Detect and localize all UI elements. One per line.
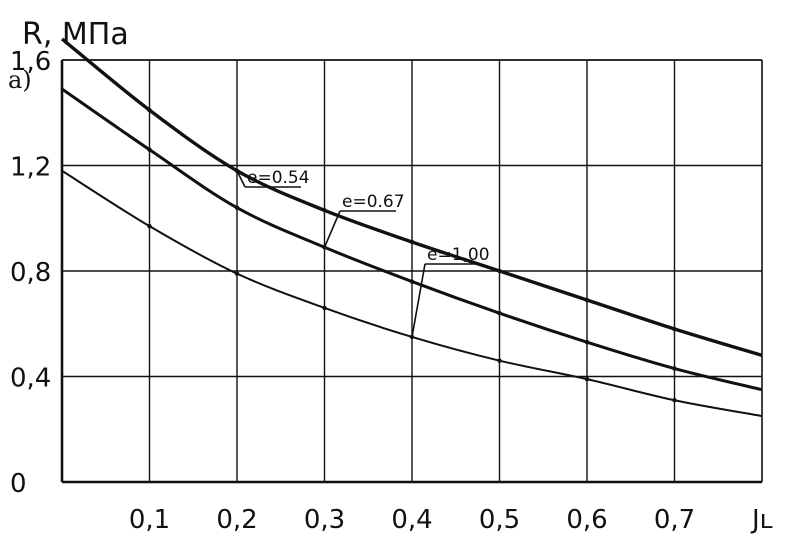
y-tick-label: 0,8 [10,258,51,288]
series-point [497,311,502,316]
callouts: e=0.54 e=0.67 e=1,00 [236,168,490,338]
x-tick-label: 0,3 [304,505,345,535]
series-point [672,366,677,371]
x-tick-label: 0,1 [129,505,170,535]
x-tick-label: 0,4 [391,505,432,535]
y-tick-label: 1,2 [10,153,51,183]
curve-label: e=0.54 [247,168,310,188]
series-point [147,147,152,152]
series-point [584,340,590,345]
series-point [672,398,677,403]
curve-label-leader [411,263,426,338]
x-tick-label: 0,7 [654,505,695,535]
y-tick-label: 0,4 [10,364,51,394]
y-tick-label: 0 [10,469,27,499]
series-point [672,326,677,332]
x-tick-label: 0,5 [479,505,520,535]
series-point [234,271,240,276]
panel-label: a) [8,66,32,94]
series-point [322,305,327,311]
series-point [409,239,415,245]
tick-labels: 0,1 0,2 0,3 0,4 0,5 0,6 0,7 0 0,4 0,8 1,2 1,6 [10,47,695,535]
grid [60,59,763,484]
series-point [584,297,590,303]
series-point [497,358,502,363]
curve-label: e=0.67 [342,192,405,212]
curve-label-leader [236,170,246,188]
y-axis-label: R, МПа [22,17,129,52]
series-point [234,205,240,210]
series-point [147,107,152,113]
x-tick-label: 0,2 [216,505,257,535]
series-point [322,208,327,213]
curve-label: e=1,00 [427,245,490,265]
x-tick-label: 0,6 [566,505,607,535]
x-axis-label: Jʟ [750,505,773,535]
series-point [584,376,590,382]
y-tick-label: 1,6 [10,47,51,77]
series-point [147,223,152,229]
series-point [409,279,415,284]
series-point [497,268,502,274]
curve-label-leader [323,210,341,248]
